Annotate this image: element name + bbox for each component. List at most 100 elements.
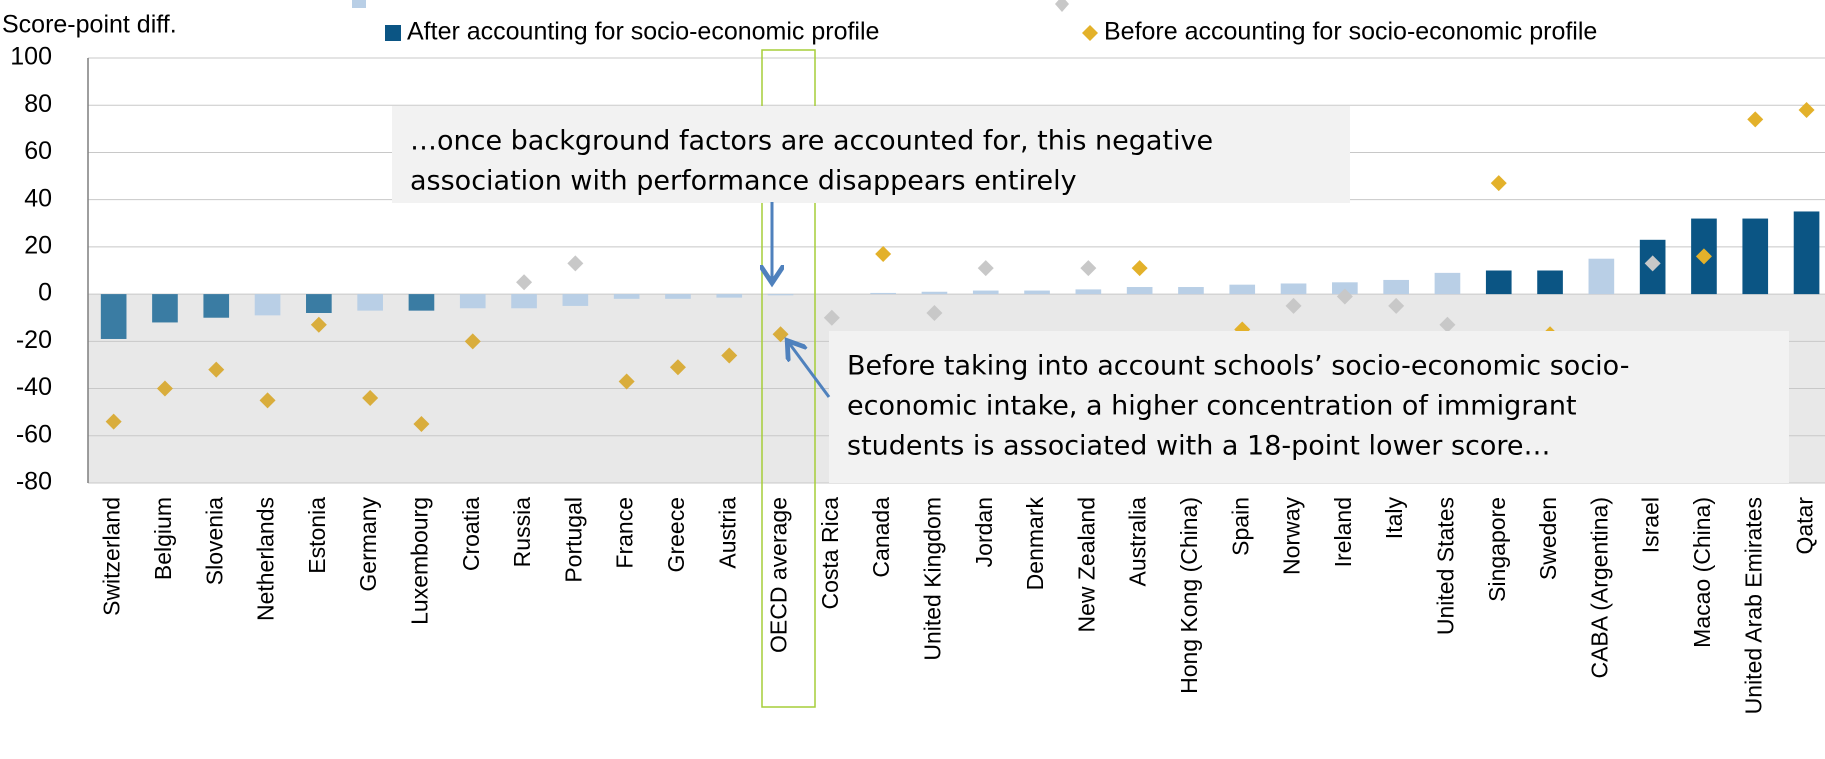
bar bbox=[1588, 258, 1615, 295]
annotation-text: economic intake, a higher concentration … bbox=[847, 391, 1577, 422]
diamond bbox=[1490, 175, 1507, 192]
y-tick-label: 100 bbox=[10, 43, 52, 71]
annotations: …once background factors are accounted f… bbox=[392, 106, 1789, 483]
diamond bbox=[823, 309, 840, 326]
bar bbox=[1178, 287, 1204, 295]
diamond bbox=[1747, 111, 1764, 128]
bar bbox=[1075, 289, 1102, 295]
bars bbox=[100, 211, 1820, 339]
arrow bbox=[789, 343, 831, 398]
bar bbox=[1229, 284, 1256, 295]
legend-swatch bbox=[1055, 0, 1069, 12]
x-tick-label: Estonia bbox=[304, 497, 330, 574]
x-tick-label: Germany bbox=[355, 497, 381, 592]
bar bbox=[870, 292, 896, 295]
y-tick-label: 60 bbox=[24, 137, 52, 165]
x-tick-label: United Kingdom bbox=[920, 497, 946, 661]
diamond bbox=[1131, 260, 1148, 277]
legend-swatch bbox=[1082, 25, 1098, 41]
x-tick-label: Spain bbox=[1227, 497, 1253, 556]
diamond bbox=[105, 413, 122, 430]
diamond bbox=[1644, 255, 1661, 272]
x-tick-label: OECD average bbox=[766, 497, 792, 653]
x-tick-label: Canada bbox=[868, 497, 894, 578]
diamond bbox=[669, 359, 686, 376]
bar bbox=[203, 294, 230, 318]
x-tick-label: Hong Kong (China) bbox=[1176, 497, 1202, 694]
bar bbox=[511, 294, 537, 309]
x-tick-label: New Zealand bbox=[1073, 497, 1099, 633]
y-tick-label: -20 bbox=[16, 326, 52, 354]
bar bbox=[1024, 290, 1050, 295]
legend-swatch bbox=[352, 0, 366, 8]
y-tick-label: 80 bbox=[24, 90, 52, 118]
bar bbox=[1383, 279, 1409, 295]
bar bbox=[408, 294, 435, 311]
y-tick-label: 20 bbox=[24, 231, 52, 259]
bar bbox=[306, 294, 332, 313]
diamond bbox=[156, 380, 173, 397]
x-tick-label: Israel bbox=[1638, 497, 1664, 553]
x-tick-label: Australia bbox=[1125, 497, 1151, 587]
diamond bbox=[1080, 260, 1097, 277]
diamond bbox=[362, 390, 379, 406]
bar bbox=[972, 290, 999, 295]
x-tick-label: Croatia bbox=[458, 497, 484, 571]
annotation-text: …once background factors are accounted f… bbox=[410, 126, 1213, 157]
bar bbox=[459, 294, 486, 309]
x-tick-label: Netherlands bbox=[253, 497, 279, 621]
diamond bbox=[208, 361, 225, 378]
diamond bbox=[1695, 248, 1712, 265]
diamond bbox=[259, 392, 276, 409]
bar bbox=[254, 294, 281, 316]
x-tick-label: Greece bbox=[663, 497, 689, 572]
diamond bbox=[516, 274, 533, 291]
x-tick-label: France bbox=[612, 497, 638, 569]
bar bbox=[1793, 211, 1820, 295]
x-tick-label: Switzerland bbox=[99, 497, 125, 616]
bar bbox=[665, 294, 691, 299]
x-tick-label: Luxembourg bbox=[407, 497, 433, 625]
y-tick-label: -60 bbox=[16, 420, 52, 448]
diamond bbox=[464, 333, 481, 350]
y-tick-label: 0 bbox=[38, 279, 52, 307]
x-tick-label: CABA (Argentina) bbox=[1586, 497, 1612, 679]
x-tick-label: Slovenia bbox=[201, 497, 227, 585]
x-tick-label: United States bbox=[1433, 497, 1459, 635]
bar bbox=[1537, 270, 1563, 295]
annotation-text: association with performance disappears … bbox=[410, 166, 1077, 197]
y-tick-label: -80 bbox=[16, 468, 52, 496]
diamond bbox=[977, 260, 994, 277]
x-tick-label: United Arab Emirates bbox=[1740, 497, 1766, 714]
annotation-box bbox=[392, 106, 1350, 203]
annotation-box bbox=[829, 331, 1789, 483]
bar bbox=[562, 294, 589, 306]
x-tick-label: Jordan bbox=[971, 497, 997, 567]
diamond bbox=[721, 347, 738, 364]
x-tick-label: Costa Rica bbox=[817, 497, 843, 610]
diamond bbox=[1336, 288, 1353, 305]
diamond bbox=[1285, 297, 1302, 314]
diamond bbox=[875, 245, 892, 262]
x-tick-label: Macao (China) bbox=[1689, 497, 1715, 648]
x-tick-label: Russia bbox=[509, 497, 535, 568]
diamond bbox=[772, 326, 789, 343]
diamond bbox=[1798, 101, 1815, 118]
bar bbox=[152, 294, 178, 323]
x-tick-label: Portugal bbox=[560, 497, 586, 583]
bar bbox=[613, 294, 640, 299]
x-tick-label: Sweden bbox=[1535, 497, 1561, 580]
bar bbox=[1742, 218, 1769, 295]
y-axis-label: Score-point diff. bbox=[2, 11, 177, 39]
x-tick-label: Austria bbox=[714, 497, 740, 569]
legend: After accounting for socio-economic prof… bbox=[385, 18, 1597, 46]
diamond bbox=[413, 415, 430, 432]
diamonds bbox=[105, 101, 1815, 432]
diamond bbox=[618, 373, 635, 390]
diamond bbox=[1439, 316, 1456, 333]
y-tick-label: -40 bbox=[16, 373, 52, 401]
bar bbox=[1434, 272, 1461, 295]
bar bbox=[1126, 287, 1153, 295]
legend-label: After accounting for socio-economic prof… bbox=[407, 18, 879, 46]
